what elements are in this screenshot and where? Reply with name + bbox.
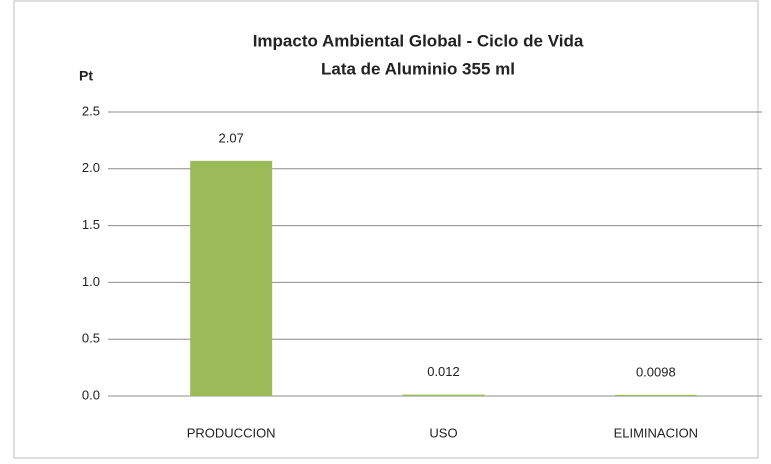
bar xyxy=(402,394,485,396)
y-tick-label: 0.0 xyxy=(82,387,100,402)
y-tick-label: 2.5 xyxy=(82,103,100,118)
chart-subtitle: Lata de Aluminio 355 ml xyxy=(321,59,515,78)
x-tick-label: PRODUCCION xyxy=(187,425,276,440)
x-tick-label: ELIMINACION xyxy=(614,425,699,440)
data-label: 0.0098 xyxy=(636,364,676,379)
chart-border xyxy=(13,0,759,459)
y-axis-label: Pt xyxy=(79,68,93,84)
bar xyxy=(190,160,273,396)
data-label: 2.07 xyxy=(219,130,244,145)
y-tick-label: 0.5 xyxy=(82,331,100,346)
bar xyxy=(614,394,697,396)
x-tick-label: USO xyxy=(429,425,457,440)
y-tick-label: 2.0 xyxy=(82,160,100,175)
y-tick-label: 1.5 xyxy=(82,217,100,232)
data-label: 0.012 xyxy=(427,364,460,379)
chart-title: Impacto Ambiental Global - Ciclo de Vida xyxy=(253,31,584,50)
y-tick-label: 1.0 xyxy=(82,274,100,289)
